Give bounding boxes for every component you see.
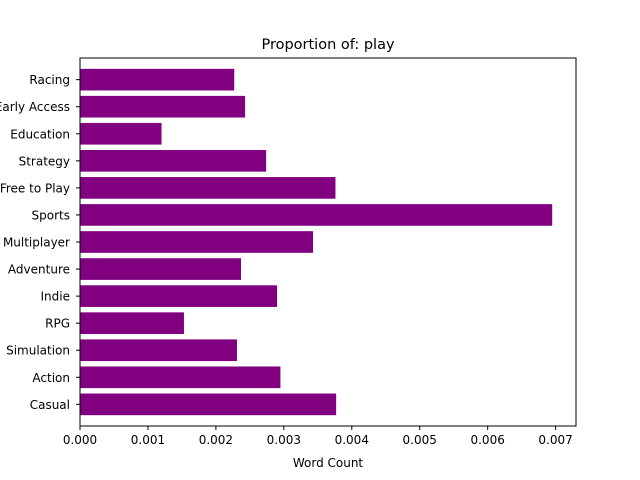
bar-indie [80, 285, 278, 307]
bar-simulation [80, 339, 237, 362]
bar-casual [80, 393, 337, 416]
y-tick-label-simulation: Simulation [6, 344, 70, 358]
bar-adventure [80, 258, 242, 280]
x-tick-label: 0.005 [403, 433, 437, 447]
y-tick-label-multiplayer: Multiplayer [3, 236, 70, 250]
y-tick-label-free-to-play: Free to Play [0, 181, 70, 195]
x-axis-label: Word Count [293, 456, 364, 470]
x-tick-label: 0.006 [470, 433, 504, 447]
bar-rpg [80, 312, 184, 334]
y-tick-label-education: Education [10, 127, 70, 141]
y-tick-label-casual: Casual [30, 398, 70, 412]
x-tick-label: 0.003 [267, 433, 301, 447]
bar-sports [80, 204, 553, 226]
x-tick-label: 0.001 [131, 433, 165, 447]
x-tick-label: 0.002 [199, 433, 233, 447]
y-tick-label-strategy: Strategy [19, 154, 70, 168]
y-tick-label-sports: Sports [32, 208, 70, 222]
bar-racing [80, 68, 235, 91]
y-tick-label-rpg: RPG [45, 317, 70, 331]
y-tick-label-early-access: Early Access [0, 100, 70, 114]
plot-frame [79, 57, 577, 427]
bars-group [80, 68, 553, 416]
y-tick-label-indie: Indie [41, 290, 70, 304]
x-tick-label: 0.000 [63, 433, 97, 447]
y-tick-label-racing: Racing [29, 73, 70, 87]
x-axis-ticks: 0.000 0.001 0.002 0.003 0.004 0.005 0.006 0.007 [63, 426, 573, 447]
x-tick-label: 0.007 [538, 433, 572, 447]
x-tick-label: 0.004 [335, 433, 369, 447]
bar-strategy [80, 150, 267, 172]
bar-free-to-play [80, 177, 336, 199]
y-tick-label-adventure: Adventure [8, 263, 70, 277]
y-axis-ticks: Casual Action Simulation RPG Indie Adventure M… [0, 73, 80, 412]
bar-education [80, 122, 162, 145]
bar-early-access [80, 95, 246, 118]
chart-title: Proportion of: play [261, 37, 394, 53]
bar-action [80, 366, 281, 389]
y-tick-label-action: Action [32, 371, 70, 385]
bar-multiplayer [80, 231, 314, 253]
